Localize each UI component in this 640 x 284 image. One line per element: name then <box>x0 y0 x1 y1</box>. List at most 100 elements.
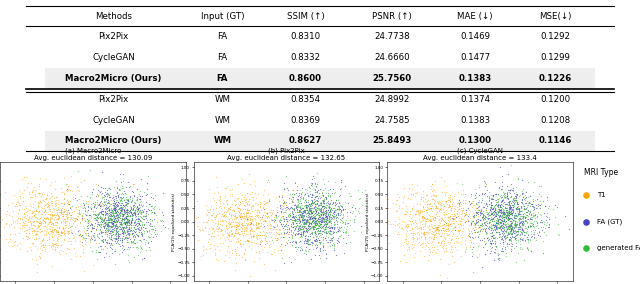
Point <box>522 202 532 207</box>
Point <box>237 227 247 231</box>
Point <box>477 265 487 270</box>
Point <box>78 198 88 203</box>
Point <box>499 210 509 214</box>
Point <box>146 208 156 212</box>
Point <box>232 231 242 235</box>
Point <box>144 201 154 206</box>
Point <box>506 227 516 231</box>
Point <box>276 231 286 236</box>
Point <box>116 222 126 226</box>
Point <box>99 218 109 222</box>
Point <box>287 209 297 214</box>
Point <box>74 227 84 232</box>
Point <box>117 218 127 222</box>
Point <box>259 225 269 229</box>
Point <box>240 216 250 221</box>
Point <box>454 199 465 204</box>
Point <box>509 218 520 222</box>
Point <box>74 254 84 258</box>
Point <box>305 221 315 225</box>
Point <box>310 227 321 231</box>
Point <box>498 222 508 227</box>
Point <box>440 237 451 241</box>
Point <box>317 201 328 205</box>
Point <box>342 233 353 238</box>
Point <box>104 227 114 232</box>
Point <box>506 221 516 225</box>
Point <box>32 246 42 251</box>
Point <box>124 225 134 229</box>
Point <box>305 214 316 218</box>
Point <box>508 202 518 207</box>
Point <box>509 214 519 218</box>
Point <box>401 237 412 242</box>
Point <box>117 211 127 215</box>
Point <box>135 189 145 194</box>
Point <box>506 223 516 227</box>
Point <box>74 169 84 173</box>
Point <box>112 236 122 241</box>
Point <box>418 205 428 210</box>
Point <box>58 219 68 223</box>
Point <box>509 234 519 239</box>
Point <box>313 236 323 241</box>
Point <box>493 219 503 224</box>
Point <box>55 232 65 237</box>
Point <box>521 219 531 223</box>
Point <box>295 196 305 201</box>
Point <box>235 207 245 212</box>
Point <box>51 241 61 245</box>
Point <box>226 214 236 218</box>
Point <box>406 231 417 235</box>
Point <box>423 206 433 210</box>
Point <box>406 246 417 250</box>
Point <box>501 215 511 219</box>
Point <box>507 211 517 215</box>
Point <box>56 208 67 212</box>
Point <box>12 221 22 225</box>
Point <box>318 197 328 202</box>
Point <box>117 236 127 241</box>
Point <box>92 222 102 227</box>
Point <box>287 240 297 244</box>
Point <box>317 209 328 214</box>
Point <box>73 204 83 208</box>
Point <box>325 187 335 191</box>
Point <box>239 193 250 197</box>
Point <box>514 222 524 227</box>
Point <box>505 216 515 221</box>
Point <box>301 204 311 208</box>
Point <box>45 231 56 235</box>
Point <box>305 216 315 220</box>
Point <box>232 237 242 241</box>
Point <box>145 216 155 221</box>
Point <box>150 193 161 197</box>
Point <box>101 226 111 231</box>
Point <box>245 220 255 225</box>
Point <box>324 220 334 224</box>
Point <box>309 199 319 204</box>
Point <box>513 211 523 215</box>
Point <box>325 198 335 202</box>
Point <box>495 207 506 212</box>
Point <box>527 234 537 238</box>
Point <box>484 206 495 211</box>
Point <box>50 187 60 191</box>
Point <box>247 189 257 194</box>
Point <box>446 238 456 243</box>
Point <box>111 220 121 225</box>
Point <box>477 215 488 220</box>
Point <box>324 208 335 213</box>
Point <box>410 218 420 223</box>
Point <box>472 230 483 235</box>
Point <box>112 225 122 230</box>
Point <box>246 227 257 231</box>
Point <box>52 220 62 225</box>
Point <box>116 237 127 242</box>
Point <box>454 201 464 206</box>
Point <box>271 230 282 234</box>
Point <box>266 213 276 217</box>
Point <box>236 217 246 221</box>
Point <box>239 251 250 256</box>
Point <box>111 210 121 214</box>
